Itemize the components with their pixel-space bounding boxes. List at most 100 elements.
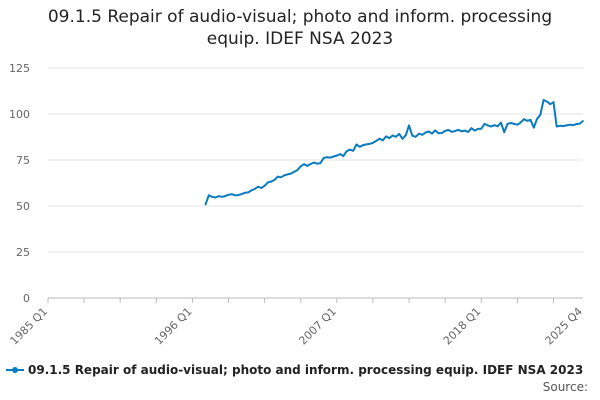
- data-point[interactable]: [549, 103, 552, 106]
- data-point[interactable]: [401, 137, 404, 140]
- data-point[interactable]: [342, 155, 345, 157]
- data-point[interactable]: [427, 130, 430, 133]
- data-point[interactable]: [388, 137, 391, 140]
- data-point[interactable]: [286, 173, 289, 176]
- data-point[interactable]: [362, 144, 364, 147]
- data-point[interactable]: [467, 131, 469, 133]
- data-point[interactable]: [546, 100, 548, 103]
- data-point[interactable]: [234, 194, 237, 197]
- data-point[interactable]: [335, 154, 338, 157]
- data-point[interactable]: [309, 163, 312, 165]
- data-point[interactable]: [319, 162, 322, 165]
- data-point[interactable]: [290, 172, 292, 175]
- data-point[interactable]: [322, 157, 325, 159]
- data-point[interactable]: [391, 134, 394, 137]
- data-point[interactable]: [434, 129, 437, 132]
- data-point[interactable]: [368, 142, 371, 145]
- data-point[interactable]: [217, 195, 220, 198]
- data-point[interactable]: [463, 129, 466, 132]
- data-point[interactable]: [457, 128, 460, 131]
- data-point[interactable]: [250, 189, 253, 192]
- data-point[interactable]: [263, 184, 266, 187]
- data-point[interactable]: [500, 121, 502, 124]
- data-point[interactable]: [253, 188, 256, 190]
- data-point[interactable]: [555, 125, 558, 128]
- data-point[interactable]: [372, 142, 374, 144]
- data-point[interactable]: [329, 156, 332, 159]
- data-point[interactable]: [381, 139, 384, 142]
- data-point[interactable]: [270, 180, 273, 183]
- data-point[interactable]: [542, 99, 545, 101]
- data-point[interactable]: [490, 125, 492, 128]
- data-point[interactable]: [526, 119, 529, 122]
- data-point[interactable]: [306, 165, 309, 167]
- data-point[interactable]: [247, 191, 250, 194]
- data-point[interactable]: [365, 143, 368, 146]
- data-point[interactable]: [378, 137, 381, 140]
- data-point[interactable]: [572, 124, 575, 127]
- data-point[interactable]: [582, 120, 584, 122]
- data-point[interactable]: [211, 195, 214, 198]
- data-point[interactable]: [299, 165, 302, 168]
- data-point[interactable]: [431, 132, 433, 135]
- legend[interactable]: 09.1.5 Repair of audio-visual; photo and…: [6, 363, 583, 377]
- data-point[interactable]: [355, 143, 358, 146]
- data-point[interactable]: [276, 175, 279, 178]
- data-point[interactable]: [326, 156, 328, 159]
- data-point[interactable]: [444, 130, 446, 132]
- data-point[interactable]: [313, 161, 315, 164]
- data-point[interactable]: [447, 129, 450, 131]
- data-point[interactable]: [398, 133, 401, 135]
- data-point[interactable]: [345, 150, 348, 153]
- data-point[interactable]: [260, 187, 263, 189]
- data-point[interactable]: [516, 123, 519, 126]
- data-point[interactable]: [207, 194, 210, 197]
- data-point[interactable]: [339, 153, 341, 156]
- data-point[interactable]: [454, 130, 456, 133]
- data-point[interactable]: [536, 118, 538, 120]
- data-point[interactable]: [441, 132, 443, 134]
- data-point[interactable]: [280, 176, 282, 179]
- data-point[interactable]: [293, 170, 296, 173]
- data-point[interactable]: [477, 127, 479, 130]
- data-point[interactable]: [509, 122, 512, 124]
- data-point[interactable]: [316, 162, 318, 165]
- data-point[interactable]: [283, 174, 286, 177]
- data-point[interactable]: [352, 149, 355, 152]
- data-point[interactable]: [532, 126, 535, 129]
- data-point[interactable]: [473, 129, 476, 132]
- data-point[interactable]: [437, 132, 440, 135]
- data-point[interactable]: [418, 132, 420, 135]
- data-point[interactable]: [523, 118, 525, 121]
- data-point[interactable]: [267, 181, 269, 184]
- data-point[interactable]: [539, 114, 542, 116]
- data-point[interactable]: [450, 130, 453, 133]
- data-point[interactable]: [559, 124, 561, 127]
- data-point[interactable]: [240, 193, 243, 195]
- data-point[interactable]: [496, 125, 499, 128]
- data-point[interactable]: [421, 133, 424, 136]
- data-point[interactable]: [552, 101, 555, 104]
- data-point[interactable]: [569, 123, 571, 126]
- data-point[interactable]: [519, 121, 522, 124]
- data-point[interactable]: [237, 194, 240, 197]
- data-point[interactable]: [375, 140, 378, 142]
- data-point[interactable]: [486, 124, 489, 127]
- data-point[interactable]: [460, 130, 463, 133]
- data-point[interactable]: [578, 122, 581, 125]
- data-point[interactable]: [227, 193, 230, 196]
- data-point[interactable]: [424, 131, 427, 134]
- data-point[interactable]: [513, 123, 515, 125]
- data-point[interactable]: [503, 131, 506, 134]
- data-point[interactable]: [562, 125, 565, 127]
- data-point[interactable]: [204, 203, 207, 206]
- data-point[interactable]: [230, 193, 233, 196]
- data-point[interactable]: [224, 195, 227, 198]
- data-point[interactable]: [493, 124, 496, 127]
- data-point[interactable]: [257, 185, 259, 188]
- data-point[interactable]: [395, 135, 397, 138]
- data-point[interactable]: [221, 195, 223, 198]
- data-point[interactable]: [303, 163, 305, 166]
- data-point[interactable]: [349, 148, 351, 151]
- data-point[interactable]: [332, 155, 335, 158]
